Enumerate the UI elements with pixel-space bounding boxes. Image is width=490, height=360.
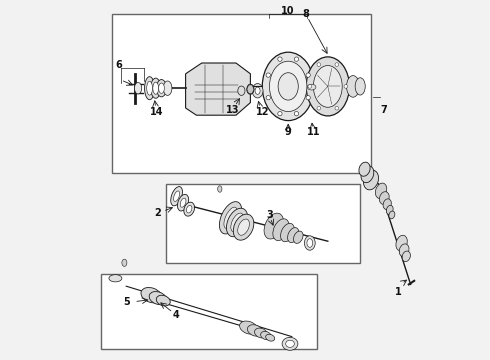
Ellipse shape	[151, 78, 161, 98]
Text: 11: 11	[307, 127, 321, 138]
Text: 14: 14	[150, 107, 164, 117]
Ellipse shape	[184, 202, 195, 216]
Ellipse shape	[281, 223, 294, 242]
Ellipse shape	[359, 162, 370, 176]
Ellipse shape	[173, 191, 180, 202]
Ellipse shape	[346, 76, 360, 97]
Ellipse shape	[264, 213, 284, 239]
Ellipse shape	[306, 95, 310, 100]
Ellipse shape	[266, 95, 270, 100]
Ellipse shape	[278, 112, 282, 116]
Text: 8: 8	[302, 9, 309, 19]
Ellipse shape	[240, 321, 258, 334]
Ellipse shape	[224, 207, 237, 229]
Text: 10: 10	[281, 6, 294, 16]
Polygon shape	[186, 63, 250, 115]
Text: 12: 12	[255, 107, 269, 117]
Ellipse shape	[220, 202, 242, 234]
Ellipse shape	[109, 275, 122, 282]
Ellipse shape	[344, 85, 347, 88]
Ellipse shape	[247, 325, 263, 336]
Ellipse shape	[262, 52, 314, 121]
Ellipse shape	[399, 244, 409, 257]
Polygon shape	[247, 85, 254, 94]
Ellipse shape	[171, 186, 182, 206]
Ellipse shape	[306, 73, 310, 77]
Ellipse shape	[218, 186, 222, 192]
Text: 9: 9	[285, 127, 292, 138]
Ellipse shape	[149, 292, 167, 305]
Text: 6: 6	[115, 60, 122, 70]
Ellipse shape	[134, 82, 142, 94]
Ellipse shape	[402, 251, 411, 262]
Ellipse shape	[355, 78, 365, 95]
Ellipse shape	[317, 63, 320, 66]
Ellipse shape	[238, 219, 249, 235]
Ellipse shape	[317, 107, 320, 110]
Ellipse shape	[153, 82, 159, 94]
Ellipse shape	[314, 66, 342, 107]
Bar	[101, 274, 317, 349]
Ellipse shape	[278, 57, 282, 61]
Ellipse shape	[233, 214, 254, 240]
Ellipse shape	[273, 219, 289, 240]
Ellipse shape	[266, 73, 270, 77]
Ellipse shape	[145, 77, 155, 100]
Ellipse shape	[361, 166, 374, 183]
Ellipse shape	[255, 87, 260, 94]
Ellipse shape	[177, 194, 189, 211]
Text: 5: 5	[123, 297, 129, 307]
Ellipse shape	[294, 57, 298, 61]
Ellipse shape	[252, 84, 263, 98]
Ellipse shape	[396, 235, 407, 251]
Ellipse shape	[156, 295, 170, 306]
Ellipse shape	[286, 340, 294, 347]
Ellipse shape	[308, 85, 312, 88]
Ellipse shape	[335, 107, 339, 110]
Ellipse shape	[159, 83, 164, 93]
Ellipse shape	[238, 86, 245, 95]
Ellipse shape	[254, 328, 267, 338]
Ellipse shape	[389, 211, 395, 219]
Ellipse shape	[141, 288, 162, 303]
Ellipse shape	[294, 112, 298, 116]
Ellipse shape	[288, 228, 299, 243]
Ellipse shape	[266, 334, 275, 341]
Ellipse shape	[278, 73, 298, 100]
Ellipse shape	[231, 213, 244, 232]
Ellipse shape	[261, 331, 271, 340]
Ellipse shape	[375, 183, 387, 198]
Ellipse shape	[163, 81, 172, 95]
Ellipse shape	[386, 205, 393, 215]
Ellipse shape	[307, 239, 313, 247]
Ellipse shape	[383, 199, 392, 210]
Text: 2: 2	[154, 208, 161, 218]
Ellipse shape	[270, 61, 307, 112]
Ellipse shape	[364, 170, 378, 190]
Ellipse shape	[307, 84, 316, 90]
Text: 3: 3	[266, 210, 273, 220]
Ellipse shape	[335, 63, 339, 66]
Ellipse shape	[226, 208, 248, 237]
Text: 7: 7	[380, 105, 387, 115]
Ellipse shape	[247, 84, 254, 94]
Ellipse shape	[379, 192, 389, 204]
Ellipse shape	[187, 205, 192, 213]
Bar	[166, 184, 360, 263]
Ellipse shape	[282, 337, 298, 350]
Ellipse shape	[294, 231, 303, 243]
Bar	[112, 14, 371, 173]
Ellipse shape	[304, 236, 315, 250]
Ellipse shape	[156, 80, 167, 97]
Ellipse shape	[147, 81, 152, 95]
Text: 13: 13	[226, 105, 239, 115]
Ellipse shape	[306, 57, 349, 116]
Text: 4: 4	[172, 310, 179, 320]
Ellipse shape	[122, 259, 127, 266]
Ellipse shape	[180, 198, 186, 207]
Text: 1: 1	[394, 287, 401, 297]
